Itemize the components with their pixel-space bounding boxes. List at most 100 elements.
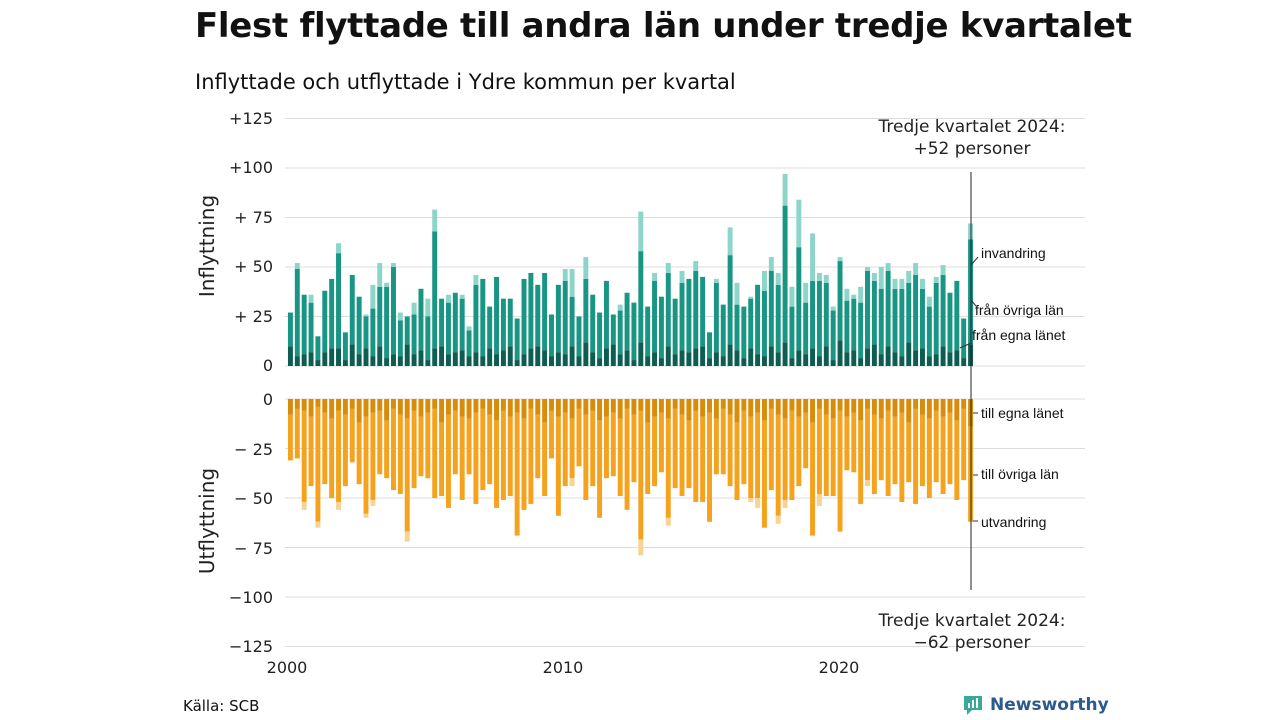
inflyttning-bar-segment [336, 243, 341, 254]
utflyttning-bar-segment [576, 399, 582, 409]
utflyttning-bar-segment [844, 399, 850, 417]
inflyttning-bar-segment [645, 356, 651, 366]
inflyttning-bar-segment [734, 282, 740, 305]
inflyttning-bar-segment [734, 304, 740, 351]
inflyttning-bar-segment [473, 274, 479, 285]
utflyttning-bar-segment [370, 412, 376, 500]
inflyttning-bar-segment [940, 346, 946, 366]
legend-utvandring: utvandring [981, 514, 1046, 530]
utflyttning-bar-segment [294, 399, 300, 409]
utflyttning-bar-segment [761, 399, 767, 421]
utflyttning-bar-segment [473, 399, 479, 413]
utflyttning-bar-segment [569, 399, 575, 419]
inflyttning-bar-segment [906, 270, 912, 283]
inflyttning-bar-segment [425, 360, 431, 366]
utflyttning-bar-segment [610, 399, 616, 413]
legend-till-egna-lanet: till egna länet [981, 405, 1064, 421]
inflyttning-bar-segment [514, 318, 520, 361]
utflyttning-bar-segment [590, 410, 596, 487]
inflyttning-bar-segment [658, 358, 664, 366]
inflyttning-bar-segment [899, 278, 905, 289]
utflyttning-bar-segment [658, 412, 664, 473]
inflyttning-bar-segment [878, 354, 884, 366]
inflyttning-bar-segment [920, 288, 925, 349]
inflyttning-bar-segment [507, 298, 513, 347]
inflyttning-bar-segment [906, 342, 912, 366]
inflyttning-bar-segment [617, 304, 623, 311]
inflyttning-bar-segment [631, 302, 637, 361]
inflyttning-bar-segment [748, 298, 754, 349]
utflyttning-bar-segment [823, 399, 829, 415]
utflyttning-bar-segment [308, 416, 314, 487]
inflyttning-bar-segment [933, 282, 939, 355]
inflyttning-bar-segment [445, 302, 451, 355]
inflyttning-bar-segment [947, 352, 953, 366]
inflyttning-bar-segment [610, 314, 616, 345]
inflyttning-bar-segment [748, 348, 754, 366]
utflyttning-bar-segment [885, 399, 891, 411]
utflyttning-bar-segment [384, 420, 390, 479]
utflyttning-bar-segment [755, 412, 761, 498]
inflyttning-bar-segment [700, 276, 706, 347]
utflyttning-bar-segment [391, 399, 396, 409]
inflyttning-bar-segment [851, 350, 857, 366]
utflyttning-bar-segment [913, 408, 919, 504]
utflyttning-bar-segment [926, 399, 932, 419]
inflyttning-bar-segment [865, 270, 870, 349]
bottom-annotation-line2: −62 personer [914, 633, 1031, 653]
inflyttning-bar-segment [782, 205, 788, 343]
inflyttning-bar-segment [652, 272, 658, 281]
utflyttning-bar-segment [865, 399, 870, 409]
inflyttning-bar-segment [384, 282, 390, 287]
inflyttning-bar-segment [294, 268, 300, 357]
inflyttning-bar-segment [665, 272, 671, 347]
utflyttning-bar-segment [803, 399, 809, 413]
inflyttning-bar-segment [391, 263, 396, 267]
top-panel-ylabel: Inflyttning [195, 195, 219, 297]
inflyttning-bar-segment [892, 352, 898, 366]
inflyttning-bar-segment [686, 278, 692, 353]
utflyttning-bar-segment [741, 399, 747, 411]
inflyttning-bar-segment [425, 298, 431, 317]
inflyttning-bar-segment [480, 278, 486, 357]
utflyttning-bar-segment [363, 416, 369, 514]
utflyttning-bar-segment [597, 399, 603, 421]
utflyttning-bar-segment [494, 420, 500, 508]
inflyttning-bar-segment [858, 358, 864, 366]
inflyttning-bar-segment [693, 261, 699, 271]
utflyttning-bar-segment [287, 399, 293, 415]
bottom-ytick: − 50 [234, 489, 273, 508]
utflyttning-bar-segment [679, 414, 685, 497]
inflyttning-bar-segment [954, 280, 960, 351]
utflyttning-bar-segment [816, 408, 822, 495]
inflyttning-bar-segment [590, 352, 596, 366]
chart-title: Flest flyttade till andra län under tred… [195, 6, 1132, 46]
inflyttning-bar-segment [583, 342, 589, 366]
utflyttning-bar-segment [397, 414, 403, 495]
inflyttning-bar-segment [913, 350, 919, 366]
utflyttning-bar-segment [761, 420, 767, 528]
utflyttning-bar-segment [954, 399, 960, 421]
utflyttning-bar-segment [562, 399, 568, 413]
inflyttning-bar-segment [397, 320, 403, 357]
utflyttning-bar-segment [741, 410, 747, 485]
inflyttning-bar-segment [336, 253, 341, 349]
utflyttning-bar-segment [397, 399, 403, 415]
inflyttning-bars [287, 173, 974, 366]
utflyttning-bar-segment [865, 408, 870, 481]
inflyttning-bar-segment [899, 356, 905, 366]
brand-logo[interactable]: Newsworthy [962, 694, 1109, 716]
utflyttning-bar-segment [672, 399, 678, 409]
utflyttning-bar-segment [555, 399, 561, 417]
inflyttning-bar-segment [459, 294, 465, 299]
bottom-ytick: 0 [263, 390, 273, 409]
inflyttning-bar-segment [363, 316, 369, 349]
utflyttning-bar-segment [823, 414, 829, 497]
inflyttning-bar-segment [624, 350, 630, 366]
utflyttning-bar-segment [439, 422, 445, 497]
inflyttning-bar-segment [397, 356, 403, 366]
inflyttning-bar-segment [810, 233, 816, 281]
inflyttning-bar-segment [610, 344, 616, 366]
utflyttning-bar-segment [521, 418, 527, 510]
inflyttning-bar-segment [768, 346, 774, 366]
